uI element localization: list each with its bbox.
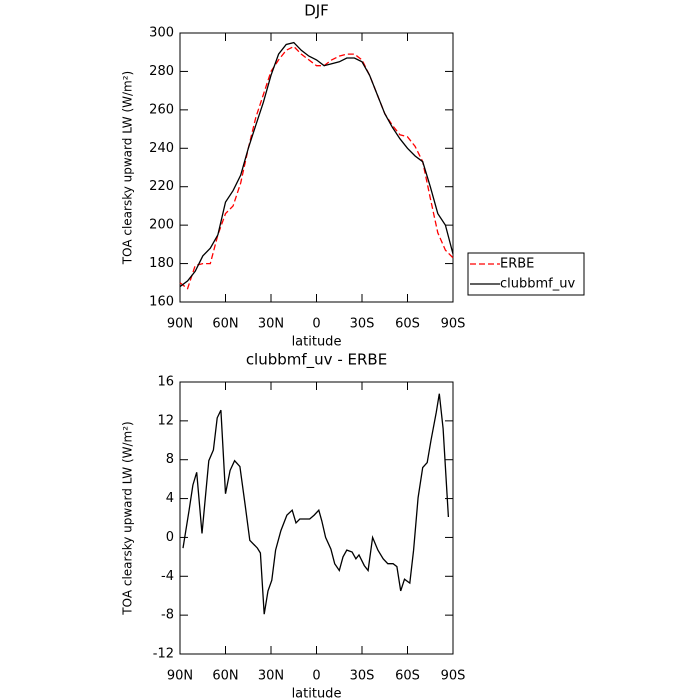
y-tick-label: 160 (149, 295, 174, 310)
x-tick-label: 60S (395, 669, 420, 684)
y-tick-label: 12 (157, 413, 174, 428)
x-tick-label: 60S (395, 317, 420, 332)
x-tick-label: 30N (258, 669, 284, 684)
x-tick-label: 0 (312, 669, 320, 684)
y-tick-label: 300 (149, 26, 174, 41)
y-tick-label: 180 (149, 256, 174, 271)
chart-title: clubbmf_uv - ERBE (246, 351, 387, 370)
y-tick-label: 200 (149, 218, 174, 233)
data-line (179, 41, 454, 288)
x-tick-label: 60N (212, 317, 238, 332)
y-tick-label: 8 (166, 452, 174, 467)
x-tick-label: 90S (441, 669, 466, 684)
x-tick-label: 60N (212, 669, 238, 684)
legend-box (467, 252, 585, 296)
y-axis-label: TOA clearsky upward LW (W/m²) (121, 71, 135, 265)
y-tick-label: 0 (166, 530, 174, 545)
legend-label: ERBE (500, 257, 534, 272)
y-tick-label: 220 (149, 179, 174, 194)
y-tick-label: -4 (161, 569, 174, 584)
x-axis-label: latitude (292, 335, 342, 350)
x-tick-label: 30S (350, 317, 375, 332)
y-tick-label: 16 (157, 375, 174, 390)
y-axis-label: TOA clearsky upward LW (W/m²) (121, 421, 135, 615)
y-tick-label: -12 (153, 647, 174, 662)
data-line (182, 393, 450, 615)
x-tick-label: 90N (167, 669, 193, 684)
x-tick-label: 0 (312, 317, 320, 332)
x-axis-label: latitude (292, 687, 342, 700)
x-tick-label: 30N (258, 317, 284, 332)
plot-frame (179, 32, 454, 303)
y-tick-label: 240 (149, 141, 174, 156)
data-line (179, 45, 454, 290)
x-tick-label: 90N (167, 317, 193, 332)
y-tick-label: 260 (149, 102, 174, 117)
y-tick-label: 280 (149, 64, 174, 79)
x-tick-label: 90S (441, 317, 466, 332)
legend-label: clubbmf_uv (500, 277, 575, 292)
y-tick-label: -8 (161, 608, 174, 623)
x-tick-label: 30S (350, 669, 375, 684)
y-tick-label: 4 (166, 491, 174, 506)
chart-title: DJF (304, 2, 329, 20)
